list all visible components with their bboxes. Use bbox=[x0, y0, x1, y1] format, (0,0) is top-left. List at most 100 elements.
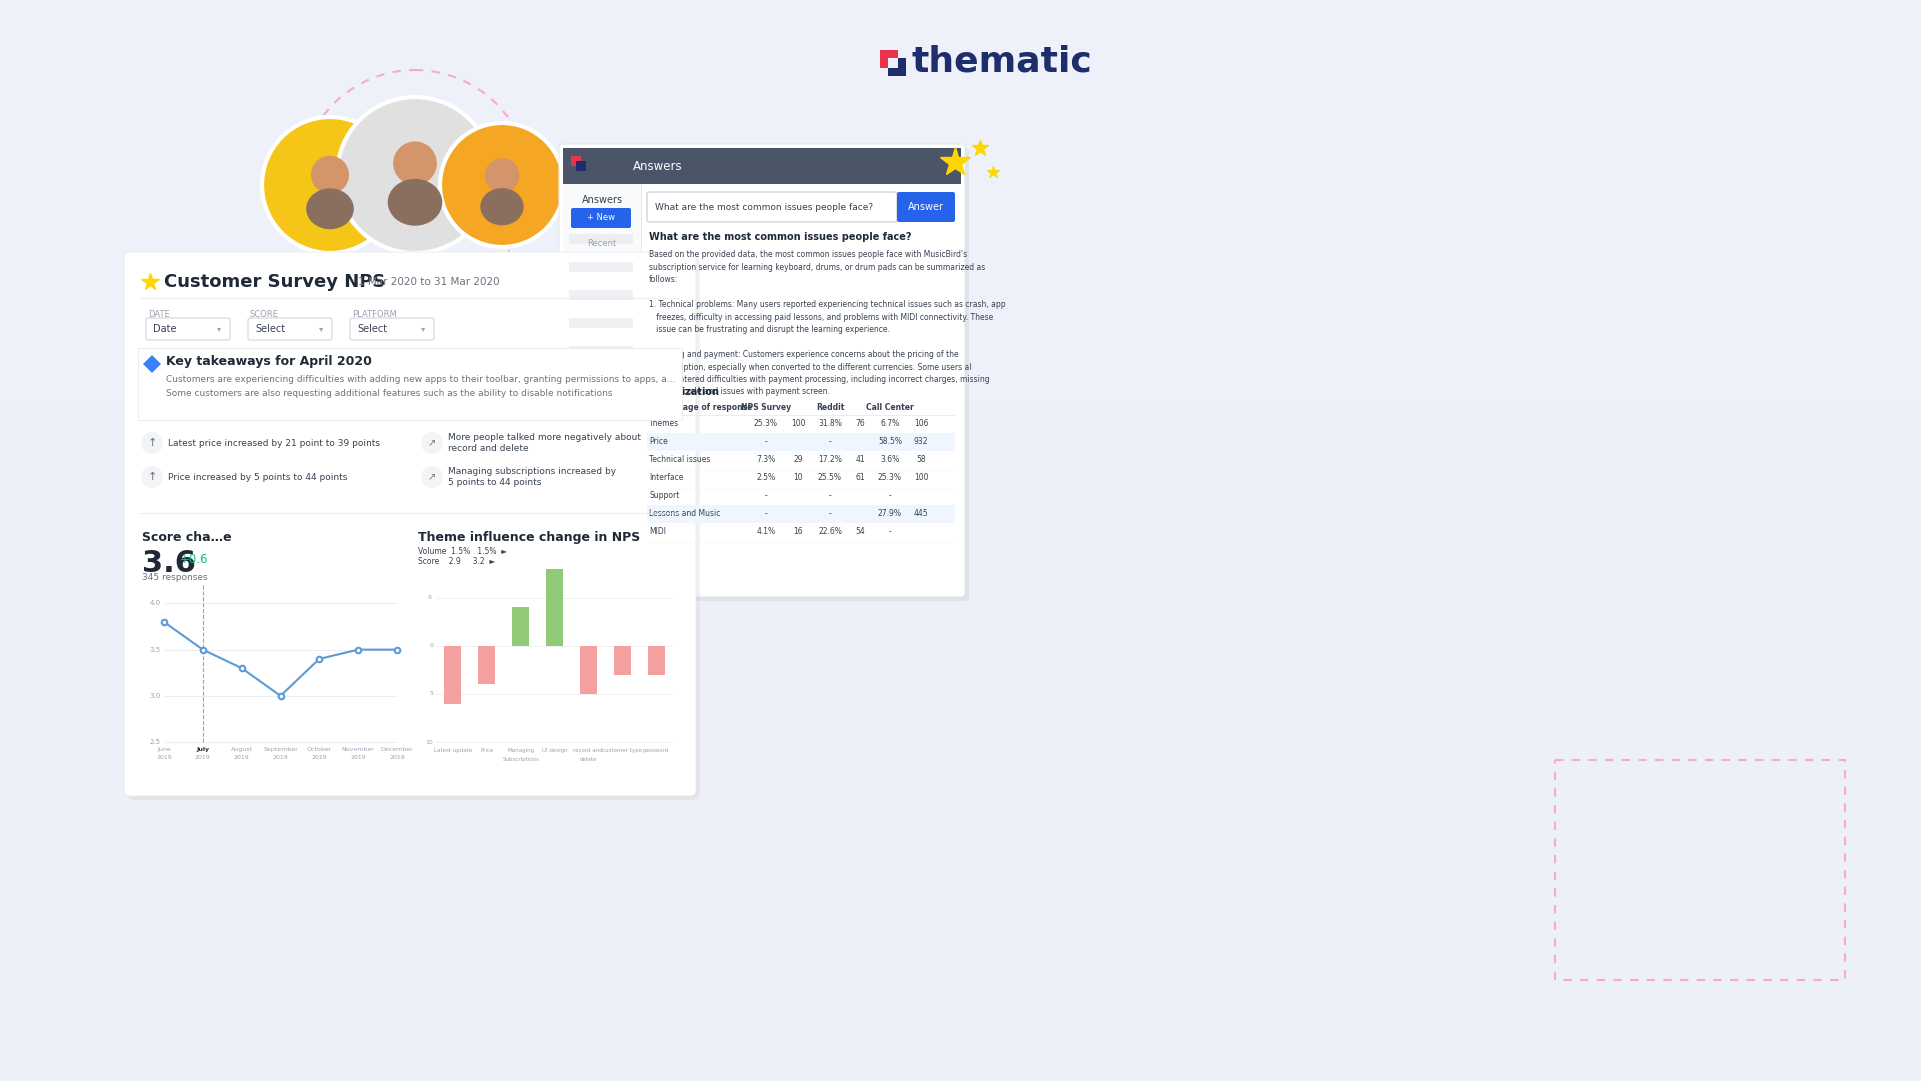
Text: 58.5%: 58.5% bbox=[878, 438, 903, 446]
Bar bbox=[888, 58, 897, 68]
Text: Date: Date bbox=[154, 324, 177, 334]
Text: thematic: thematic bbox=[912, 45, 1093, 79]
Text: 4.1%: 4.1% bbox=[757, 528, 776, 536]
Text: MIDI: MIDI bbox=[649, 528, 667, 536]
Text: 31.8%: 31.8% bbox=[818, 419, 841, 428]
Circle shape bbox=[311, 156, 350, 193]
Circle shape bbox=[394, 142, 436, 185]
Text: Reddit: Reddit bbox=[816, 403, 843, 412]
Bar bbox=[571, 156, 580, 166]
Bar bbox=[513, 608, 528, 645]
Circle shape bbox=[336, 97, 494, 253]
Text: 2.5%: 2.5% bbox=[757, 473, 776, 482]
Text: 2019: 2019 bbox=[273, 755, 288, 760]
Circle shape bbox=[421, 466, 444, 488]
Text: June: June bbox=[158, 747, 171, 752]
Text: Select: Select bbox=[357, 324, 388, 334]
Text: ↑: ↑ bbox=[148, 472, 158, 482]
Text: Customers are experiencing difficulties with adding new apps to their toolbar, g: Customers are experiencing difficulties … bbox=[165, 375, 676, 385]
Text: What are the most common issues people face?: What are the most common issues people f… bbox=[649, 232, 911, 242]
Text: -: - bbox=[889, 528, 891, 536]
Text: More people talked more negatively about
record and delete: More people talked more negatively about… bbox=[448, 433, 642, 453]
Text: Recent: Recent bbox=[588, 239, 617, 248]
Text: DATE: DATE bbox=[148, 310, 169, 319]
Text: Based on the provided data, the most common issues people face with MusicBird's
: Based on the provided data, the most com… bbox=[649, 250, 1005, 397]
Text: 2019: 2019 bbox=[234, 755, 250, 760]
Text: November: November bbox=[342, 747, 375, 752]
Text: 10: 10 bbox=[793, 473, 803, 482]
Text: Price: Price bbox=[649, 438, 669, 446]
Text: Price: Price bbox=[480, 748, 494, 753]
Bar bbox=[647, 645, 665, 675]
Text: 17.2%: 17.2% bbox=[818, 455, 841, 465]
Text: 22.6%: 22.6% bbox=[818, 528, 841, 536]
Text: Themes: Themes bbox=[649, 419, 680, 428]
Bar bbox=[613, 645, 630, 675]
Text: Latest update: Latest update bbox=[434, 748, 473, 753]
Text: Percentage of response: Percentage of response bbox=[649, 403, 753, 412]
Text: 76: 76 bbox=[855, 419, 864, 428]
FancyBboxPatch shape bbox=[129, 256, 699, 800]
Text: PLATFORM: PLATFORM bbox=[352, 310, 398, 319]
Text: Managing subscriptions increased by
5 points to 44 points: Managing subscriptions increased by 5 po… bbox=[448, 467, 617, 486]
Text: Managing: Managing bbox=[507, 748, 534, 753]
Bar bbox=[478, 645, 496, 684]
Bar bbox=[444, 645, 461, 704]
Text: -: - bbox=[828, 438, 832, 446]
Text: 3.6%: 3.6% bbox=[880, 455, 899, 465]
Text: Answers: Answers bbox=[634, 160, 682, 173]
Text: 2019: 2019 bbox=[390, 755, 405, 760]
Text: ▾: ▾ bbox=[319, 324, 323, 334]
Text: 7.3%: 7.3% bbox=[757, 455, 776, 465]
Circle shape bbox=[484, 158, 519, 193]
FancyBboxPatch shape bbox=[248, 318, 332, 341]
Circle shape bbox=[261, 117, 398, 253]
Circle shape bbox=[440, 123, 565, 246]
Text: 3.6: 3.6 bbox=[142, 549, 196, 578]
Text: 345 responses: 345 responses bbox=[142, 573, 207, 582]
Ellipse shape bbox=[388, 178, 442, 226]
Text: 100: 100 bbox=[914, 473, 928, 482]
Polygon shape bbox=[142, 355, 161, 373]
Text: 2019: 2019 bbox=[194, 755, 211, 760]
Text: 58: 58 bbox=[916, 455, 926, 465]
Text: -: - bbox=[828, 492, 832, 501]
Text: Answers: Answers bbox=[582, 195, 622, 205]
Text: 106: 106 bbox=[914, 419, 928, 428]
Bar bbox=[580, 645, 597, 694]
Text: password: password bbox=[644, 748, 669, 753]
Text: -: - bbox=[765, 509, 766, 519]
Text: SCORE: SCORE bbox=[250, 310, 279, 319]
Text: +0.6: +0.6 bbox=[181, 553, 209, 566]
Text: 54: 54 bbox=[855, 528, 864, 536]
FancyBboxPatch shape bbox=[350, 318, 434, 341]
Text: Customer Survey NPS: Customer Survey NPS bbox=[163, 273, 386, 291]
Ellipse shape bbox=[480, 188, 524, 225]
Circle shape bbox=[140, 466, 163, 488]
Text: -: - bbox=[765, 438, 766, 446]
Bar bbox=[647, 433, 955, 451]
Text: Support: Support bbox=[649, 492, 680, 501]
FancyBboxPatch shape bbox=[897, 192, 955, 222]
Bar bbox=[563, 184, 642, 593]
Text: -: - bbox=[889, 492, 891, 501]
Text: ↗: ↗ bbox=[428, 438, 436, 448]
Text: 2019: 2019 bbox=[311, 755, 327, 760]
Text: ↑: ↑ bbox=[148, 438, 158, 448]
Text: Lessons and Music: Lessons and Music bbox=[649, 509, 720, 519]
FancyBboxPatch shape bbox=[559, 144, 964, 597]
Text: December: December bbox=[380, 747, 413, 752]
Bar bbox=[888, 58, 907, 76]
Text: September: September bbox=[263, 747, 298, 752]
Bar bbox=[1554, 760, 1844, 980]
Text: Subscriptions: Subscriptions bbox=[501, 757, 540, 762]
Bar bbox=[0, 0, 1921, 400]
Bar bbox=[647, 505, 955, 523]
Text: 25.3%: 25.3% bbox=[878, 473, 903, 482]
Text: -: - bbox=[765, 492, 766, 501]
Text: 445: 445 bbox=[914, 509, 928, 519]
Text: Answer: Answer bbox=[909, 202, 943, 212]
Text: record and: record and bbox=[574, 748, 603, 753]
Circle shape bbox=[421, 432, 444, 454]
Bar bbox=[546, 569, 563, 645]
